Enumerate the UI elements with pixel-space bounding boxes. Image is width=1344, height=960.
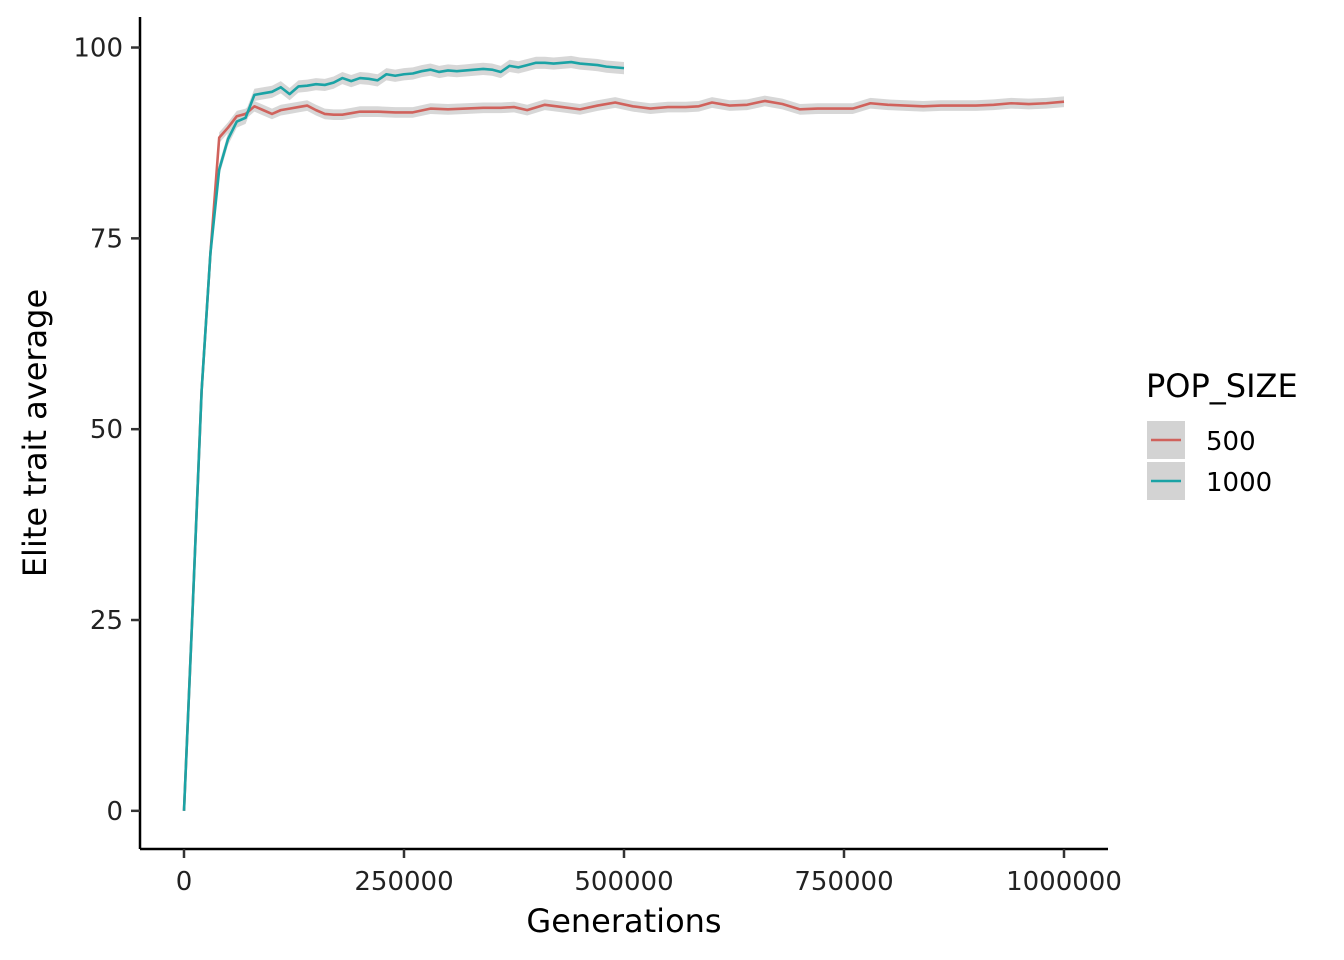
legend: POP_SIZE 500 1000 xyxy=(1146,367,1298,500)
line-series-500 xyxy=(182,99,1065,811)
y-axis-ticks: 0 25 50 75 100 xyxy=(73,34,140,827)
legend-label: 500 xyxy=(1206,427,1256,457)
x-axis-title: Generations xyxy=(526,902,721,940)
line-series-1000 xyxy=(182,60,625,811)
y-tick-label: 100 xyxy=(73,34,123,64)
legend-item-500: 500 xyxy=(1147,421,1256,459)
y-axis-title: Elite trait average xyxy=(16,289,54,577)
x-tick-label: 250000 xyxy=(354,867,453,897)
legend-item-1000: 1000 xyxy=(1147,462,1272,500)
x-tick-label: 750000 xyxy=(794,867,893,897)
y-tick-label: 75 xyxy=(90,224,123,254)
x-tick-label: 1000000 xyxy=(1006,867,1122,897)
legend-label: 1000 xyxy=(1206,468,1272,498)
x-tick-label: 500000 xyxy=(574,867,673,897)
y-tick-label: 0 xyxy=(106,797,123,827)
y-tick-label: 50 xyxy=(90,415,123,445)
y-tick-label: 25 xyxy=(90,606,123,636)
x-tick-label: 0 xyxy=(176,867,193,897)
legend-items: 500 1000 xyxy=(1147,421,1272,500)
ribbon-series-1000 xyxy=(184,55,624,811)
ribbon-series-500 xyxy=(184,95,1064,811)
confidence-ribbons xyxy=(184,55,1064,811)
axes: 0 25 50 75 100 0 250000 500000 750000 1000000 xyxy=(73,17,1122,897)
series-lines xyxy=(182,60,1065,811)
x-axis-ticks: 0 250000 500000 750000 1000000 xyxy=(176,849,1122,897)
legend-title: POP_SIZE xyxy=(1146,367,1298,405)
